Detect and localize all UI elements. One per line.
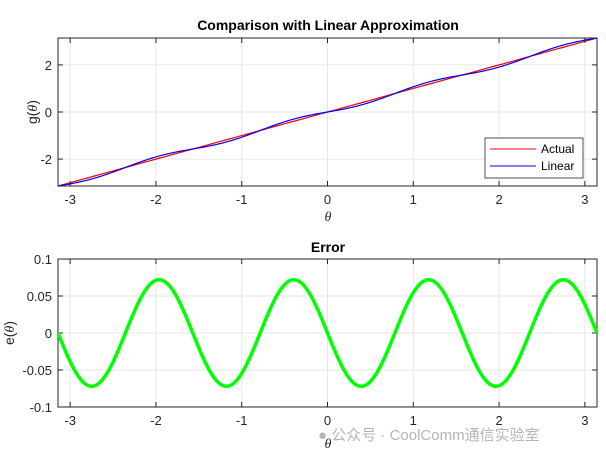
- x-tick-label: -3: [64, 413, 76, 428]
- y-tick-label: -0.05: [22, 363, 52, 378]
- x-tick-label: 0: [324, 192, 331, 207]
- comparison-axes: -3 -2 -1 0 1 2 3 -2 0 2: [40, 37, 598, 207]
- x-tick-label: -2: [150, 413, 162, 428]
- y-tick-label: 0: [45, 326, 52, 341]
- legend-linear-label: Linear: [541, 159, 574, 173]
- x-tick-label: 2: [495, 192, 502, 207]
- y-tick-label: -0.1: [30, 400, 52, 415]
- error-line: [56, 277, 599, 389]
- error-xlabel: θ: [325, 437, 332, 452]
- y-tick-label: 0.1: [34, 252, 52, 267]
- y-tick-label: 0: [45, 105, 52, 120]
- x-tick-label: 2: [495, 413, 502, 428]
- x-tick-label: -2: [150, 192, 162, 207]
- x-tick-label: 1: [410, 192, 417, 207]
- x-tick-label: -1: [236, 413, 248, 428]
- legend-actual-label: Actual: [541, 142, 574, 156]
- x-tick-label: 1: [410, 413, 417, 428]
- y-tick-label: 2: [45, 58, 52, 73]
- comparison-xlabel: θ: [325, 210, 332, 225]
- error-ylabel: e(θ): [1, 321, 18, 345]
- linear-line: [57, 37, 598, 187]
- y-tick-label: 0.05: [27, 289, 52, 304]
- x-tick-label: 0: [324, 413, 331, 428]
- x-tick-label: -3: [64, 192, 76, 207]
- x-tick-label: 3: [581, 413, 588, 428]
- x-tick-label: -1: [236, 192, 248, 207]
- error-axes: -3 -2 -1 0 1 2 3 -0.1 -0.05 0 0.05 0.1: [22, 252, 599, 428]
- legend: Actual Linear: [484, 137, 584, 179]
- wechat-icon: ●: [318, 427, 328, 444]
- error-title: Error: [311, 239, 346, 255]
- watermark: ● 公众号 · CoolComm通信实验室: [318, 427, 540, 444]
- comparison-ylabel: g(θ): [24, 100, 41, 124]
- y-tick-label: -2: [40, 152, 52, 167]
- x-tick-label: 3: [581, 192, 588, 207]
- comparison-title: Comparison with Linear Approximation: [197, 17, 459, 33]
